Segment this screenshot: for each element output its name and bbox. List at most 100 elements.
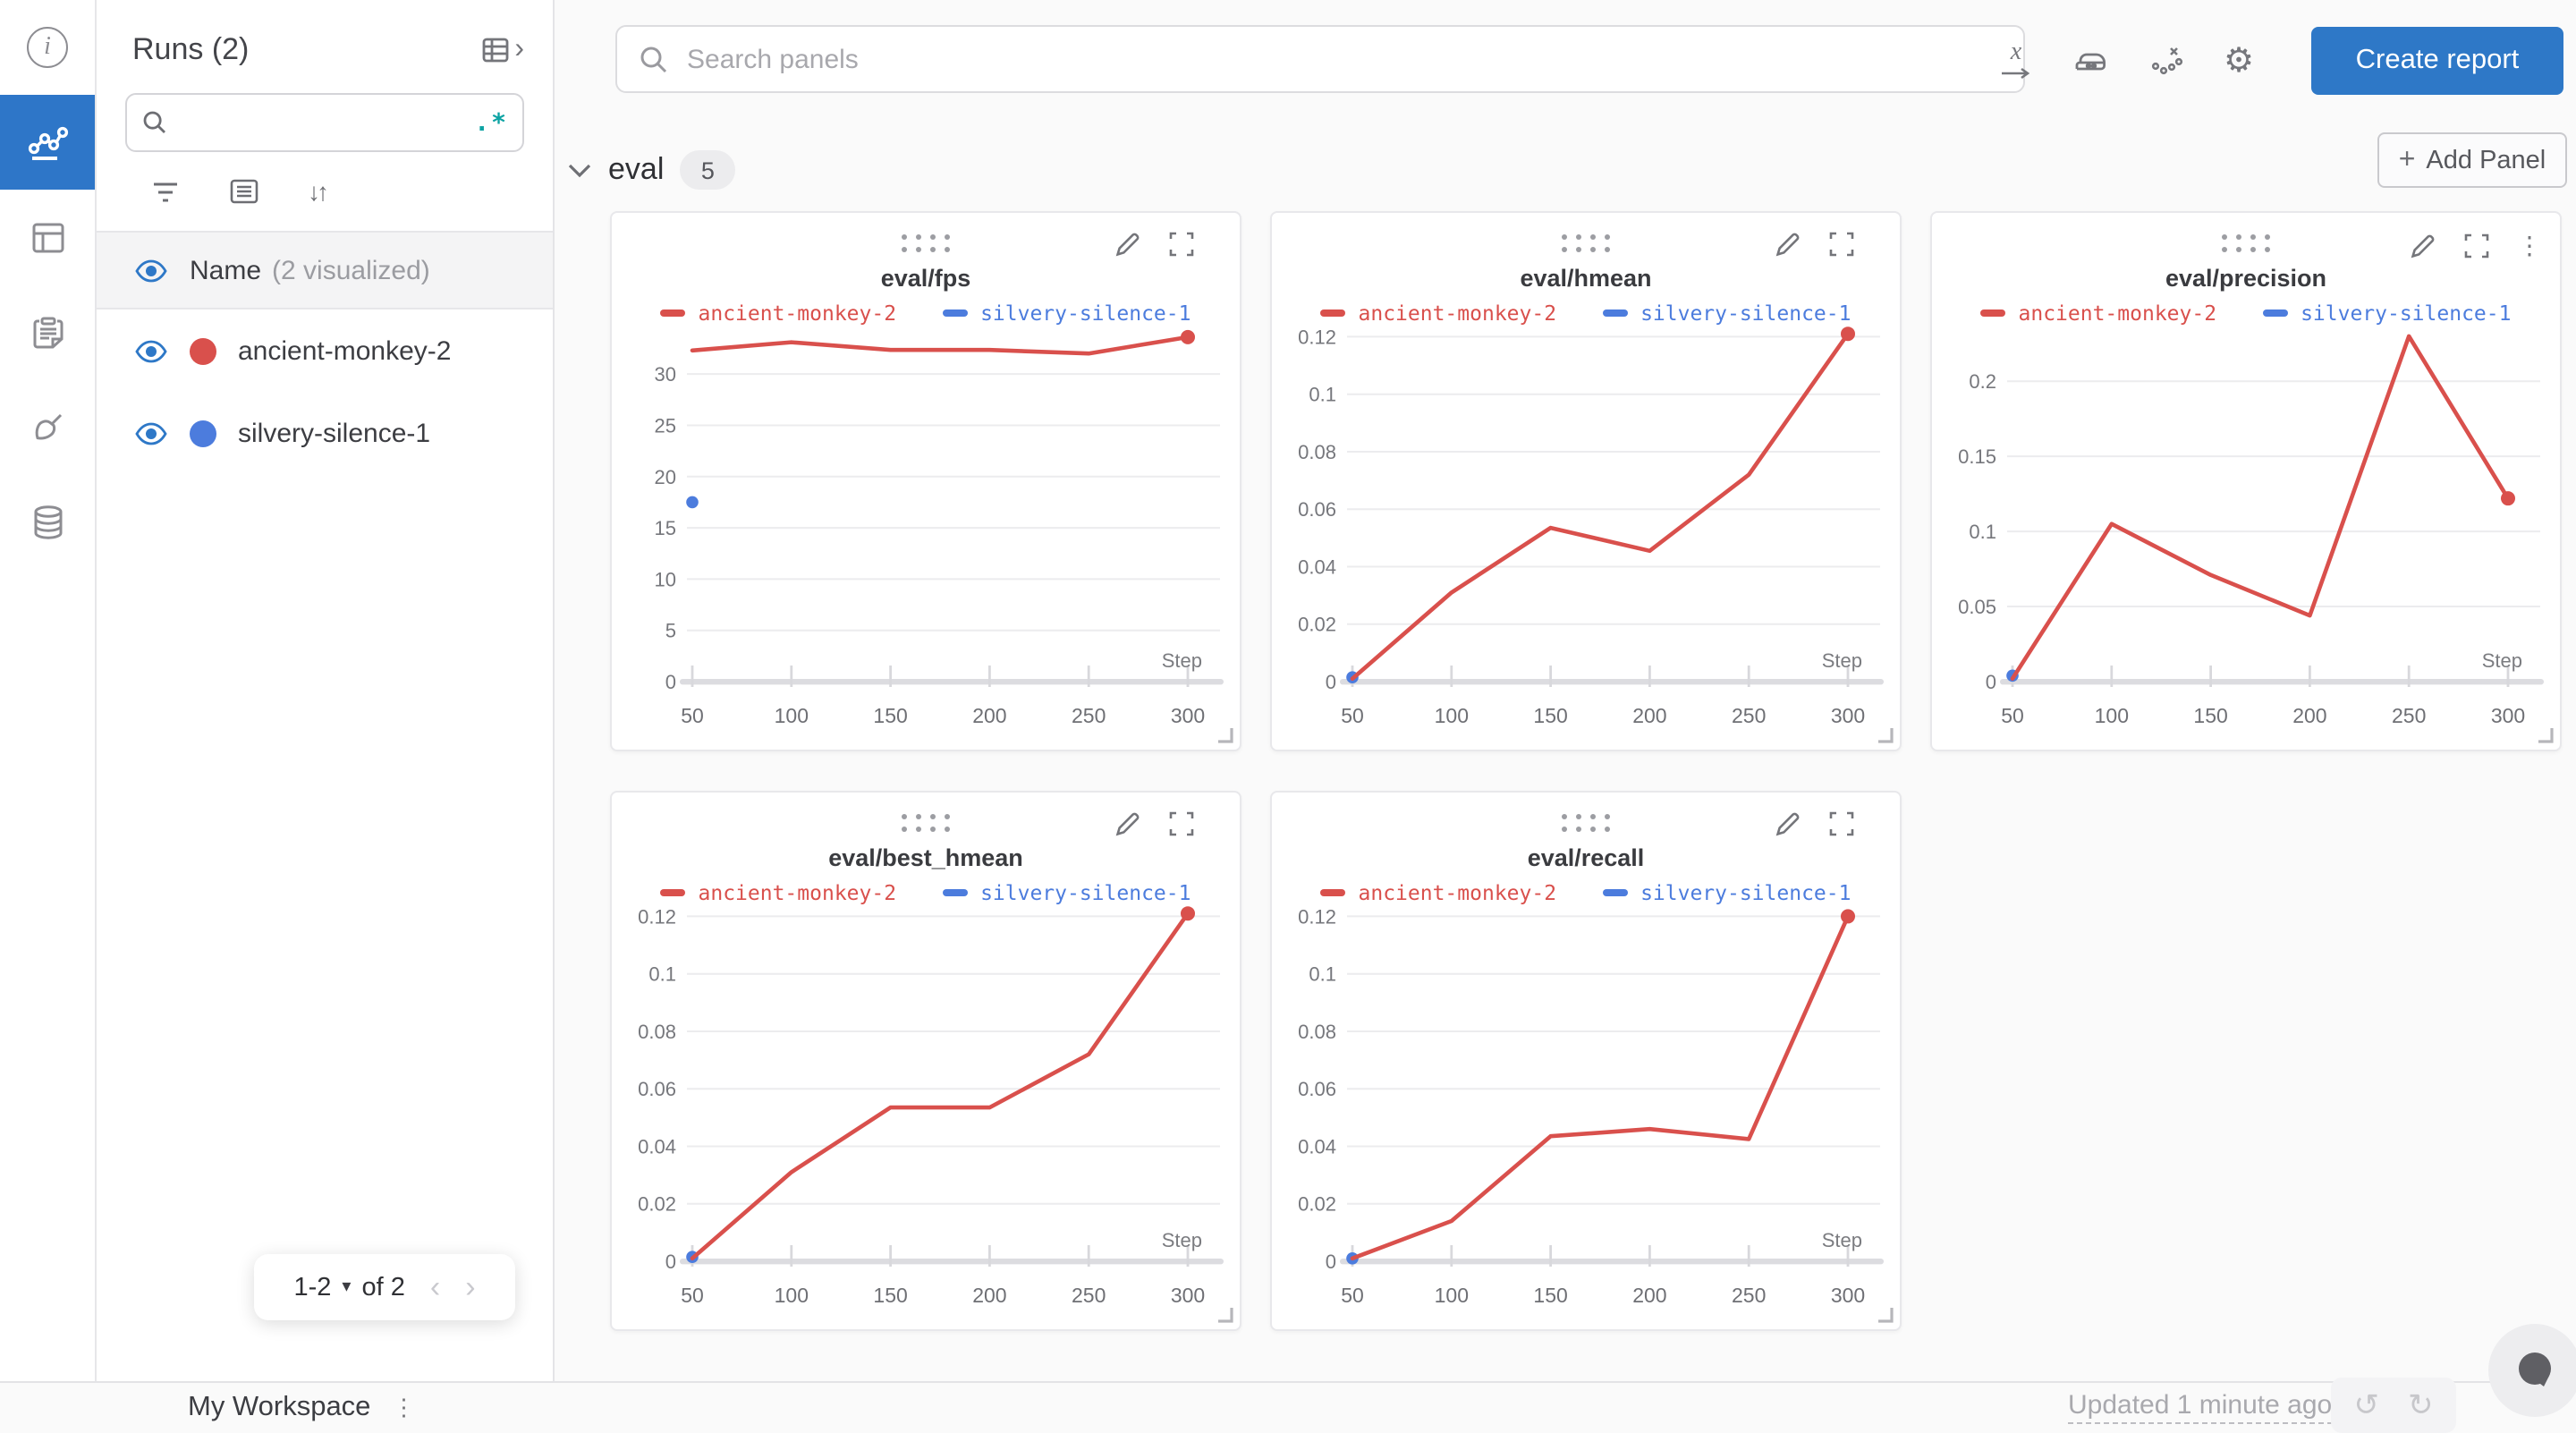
legend-swatch-icon (2263, 309, 2289, 317)
legend-item[interactable]: ancient-monkey-2 (1320, 301, 1556, 326)
legend-item[interactable]: silvery-silence-1 (1603, 880, 1851, 905)
fullscreen-icon[interactable] (1828, 810, 1855, 837)
clipboard-icon (32, 316, 63, 348)
redo-button[interactable]: ↻ (2408, 1387, 2434, 1421)
svg-text:30: 30 (655, 363, 676, 386)
x-axis-settings-icon[interactable]: x (2000, 40, 2032, 81)
svg-text:0: 0 (665, 1251, 676, 1273)
svg-text:0.06: 0.06 (1298, 1078, 1336, 1100)
chart-plot: 0 5 10 15 20 25 30 50 100 150 200 250 300 Step (655, 329, 1224, 727)
sidebar-item-artifacts[interactable] (0, 474, 95, 569)
drag-handle-icon[interactable] (612, 814, 1240, 832)
prev-page-button[interactable]: ‹ (429, 1269, 441, 1303)
runs-search-box[interactable]: .* (125, 93, 524, 152)
search-icon (143, 111, 165, 133)
chart-legend: ancient-monkey-2 silvery-silence-1 (612, 880, 1240, 905)
gear-icon[interactable]: ⚙ (2224, 42, 2255, 80)
run-row-silvery-silence-1[interactable]: silvery-silence-1 (97, 392, 553, 474)
workspace-name[interactable]: My Workspace (188, 1391, 371, 1421)
resize-handle-icon[interactable] (1215, 1304, 1234, 1324)
table-icon (31, 222, 64, 252)
sidebar-item-table[interactable] (0, 190, 95, 284)
panel-search-input[interactable] (683, 42, 2002, 76)
legend-item[interactable]: ancient-monkey-2 (660, 301, 896, 326)
updated-text[interactable]: Updated 1 minute ago (2068, 1390, 2333, 1424)
drag-handle-icon[interactable] (1272, 814, 1900, 832)
legend-item[interactable]: silvery-silence-1 (1603, 301, 1851, 326)
resize-handle-icon[interactable] (1215, 725, 1234, 744)
legend-item[interactable]: ancient-monkey-2 (1320, 880, 1556, 905)
edit-panel-icon[interactable] (1114, 231, 1141, 258)
visualized-count: (2 visualized) (272, 255, 430, 285)
svg-text:0.1: 0.1 (1309, 963, 1336, 986)
legend-item[interactable]: silvery-silence-1 (943, 301, 1191, 326)
legend-item[interactable]: ancient-monkey-2 (1980, 301, 2216, 326)
chat-button[interactable] (2488, 1324, 2576, 1417)
group-list-icon[interactable] (229, 177, 259, 206)
svg-text:100: 100 (775, 1284, 809, 1307)
undo-button[interactable]: ↺ (2353, 1387, 2380, 1421)
regex-icon[interactable]: .* (474, 108, 508, 137)
svg-text:0.08: 0.08 (1298, 441, 1336, 463)
svg-text:0.02: 0.02 (1298, 614, 1336, 636)
panel-menu-icon[interactable]: ⋮ (2517, 231, 2542, 259)
smoothing-icon[interactable] (2072, 43, 2109, 79)
resize-handle-icon[interactable] (1875, 1304, 1894, 1324)
add-panel-label: Add Panel (2426, 146, 2546, 174)
create-report-button[interactable]: Create report (2311, 27, 2563, 95)
svg-text:0.1: 0.1 (1969, 521, 1996, 543)
filter-icon[interactable] (150, 178, 181, 205)
edit-panel-icon[interactable] (2410, 233, 2436, 259)
eye-icon[interactable] (134, 421, 168, 445)
expand-runs-icon[interactable]: › (514, 34, 524, 64)
info-icon: i (27, 27, 68, 68)
legend-item[interactable]: silvery-silence-1 (943, 880, 1191, 905)
eye-icon[interactable] (134, 339, 168, 362)
chart-title: eval/hmean (1520, 265, 1652, 292)
svg-text:300: 300 (1171, 1284, 1205, 1307)
chart-plot: 0 0.05 0.1 0.15 0.2 50 100 150 200 250 300 Step (1958, 334, 2544, 727)
section-header-eval[interactable]: eval 5 (567, 150, 736, 190)
fullscreen-icon[interactable] (1168, 231, 1195, 258)
run-row-ancient-monkey-2[interactable]: ancient-monkey-2 (97, 309, 553, 392)
fullscreen-icon[interactable] (1828, 231, 1855, 258)
page-range[interactable]: 1-2 (293, 1273, 332, 1302)
fullscreen-icon[interactable] (2463, 233, 2490, 259)
search-icon (640, 46, 667, 72)
chart-plot: 0 0.02 0.04 0.06 0.08 0.1 0.12 50 100 150 200 250 30… (1298, 905, 1884, 1307)
sidebar-item-sweeps[interactable] (0, 379, 95, 474)
outliers-icon[interactable] (2148, 43, 2184, 79)
next-page-button[interactable]: › (465, 1269, 476, 1303)
resize-handle-icon[interactable] (1875, 725, 1894, 744)
drag-handle-icon[interactable] (1272, 234, 1900, 252)
sidebar-item-charts[interactable] (0, 95, 95, 190)
svg-text:0: 0 (1326, 671, 1336, 693)
sort-icon[interactable]: ↓↑ (308, 177, 329, 206)
drag-handle-icon[interactable] (612, 234, 1240, 252)
page-size-dropdown-icon[interactable]: ▾ (342, 1277, 352, 1297)
fullscreen-icon[interactable] (1168, 810, 1195, 837)
runs-search-input[interactable] (179, 107, 475, 138)
legend-item[interactable]: ancient-monkey-2 (660, 880, 896, 905)
runs-table-icon[interactable] (479, 34, 511, 66)
svg-text:Step: Step (1822, 649, 1862, 672)
sidebar-item-overview[interactable]: i (0, 0, 95, 95)
svg-text:150: 150 (1533, 1284, 1567, 1307)
add-panel-button[interactable]: + Add Panel (2377, 132, 2567, 188)
drag-handle-icon[interactable] (1932, 234, 2560, 252)
resize-handle-icon[interactable] (2535, 725, 2555, 744)
workspace-menu-icon[interactable]: ⋮ (392, 1393, 416, 1420)
svg-text:150: 150 (873, 1284, 907, 1307)
chevron-down-icon[interactable] (567, 162, 592, 178)
edit-panel-icon[interactable] (1775, 810, 1801, 837)
legend-label: silvery-silence-1 (980, 880, 1191, 905)
svg-text:50: 50 (1341, 1284, 1364, 1307)
edit-panel-icon[interactable] (1114, 810, 1141, 837)
eye-icon[interactable] (134, 259, 168, 282)
runs-name-header[interactable]: Name (2 visualized) (97, 231, 553, 309)
sidebar-item-logs[interactable] (0, 284, 95, 379)
edit-panel-icon[interactable] (1775, 231, 1801, 258)
legend-item[interactable]: silvery-silence-1 (2263, 301, 2511, 326)
panel-search-box[interactable] (615, 25, 2025, 93)
